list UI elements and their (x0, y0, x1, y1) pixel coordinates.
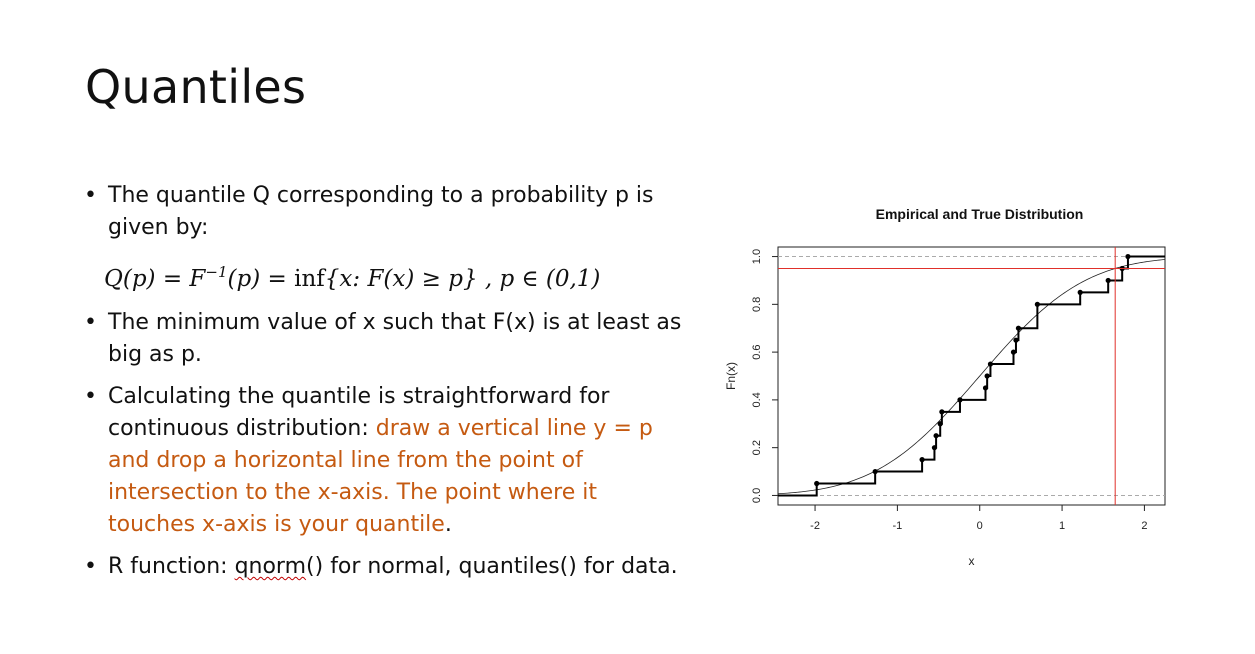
ecdf-point (933, 433, 939, 439)
ecdf-point (814, 480, 820, 487)
ecdf-point (919, 457, 925, 463)
ecdf-point (1010, 349, 1017, 355)
true-cdf-curve (777, 259, 1166, 495)
y-axis-label: Fn(x) (724, 362, 738, 390)
formula-rhs: (p) = (227, 266, 295, 292)
bullet-list: The quantile Q corresponding to a probab… (84, 180, 684, 593)
plot-frame (777, 246, 1166, 506)
chart-title: Empirical and True Distribution (876, 206, 1084, 222)
ecdf-point (931, 445, 938, 451)
bullet-text: () for normal, quantiles() for data. (306, 554, 678, 579)
ecdf-point (987, 361, 994, 367)
bullet-definition: The quantile Q corresponding to a probab… (84, 180, 684, 244)
ecdf-step-line (778, 255, 1165, 497)
quantile-formula: Q(p) = F−1(p) = inf{x: F(x) ≥ p} , p ∈ (… (104, 256, 684, 295)
ecdf-chart: Empirical and True Distribution -2 -1 0 1 2 0.… (700, 195, 1220, 595)
ecdf-point (957, 397, 963, 403)
formula-set: {x: F(x) ≥ p} , p ∈ (0,1) (324, 266, 601, 292)
ecdf-point (1015, 325, 1022, 331)
ecdf-point (982, 385, 989, 391)
bullet-minimum: The minimum value of x such that F(x) is… (84, 307, 684, 371)
ecdf-point (1125, 253, 1131, 260)
y-tick-label: 0.0 (751, 488, 763, 503)
x-tick-label: -2 (810, 520, 820, 532)
bullet-text: The minimum value of x such that F(x) is… (108, 310, 682, 367)
chart-svg: Empirical and True Distribution -2 -1 0 1 2 0.… (724, 206, 1166, 568)
x-tick-label: -1 (893, 520, 903, 532)
highlighted-text: draw a vertical line y = p and drop a ho… (108, 416, 653, 537)
x-tick-label: 1 (1059, 520, 1065, 532)
ecdf-point (1034, 301, 1040, 307)
bullet-text: . (444, 512, 452, 537)
bullet-calculating: Calculating the quantile is straightforw… (84, 381, 684, 541)
bullet-r-function: R function: qnorm() for normal, quantile… (84, 551, 684, 583)
bullet-text: The quantile Q corresponding to a probab… (108, 183, 654, 240)
y-tick-label: 0.4 (751, 392, 763, 407)
formula-superscript: −1 (205, 263, 228, 281)
ecdf-point (937, 421, 943, 427)
formula-inf: inf (294, 266, 325, 292)
ecdf-point (1077, 289, 1083, 295)
y-tick-label: 0.2 (751, 440, 763, 455)
slide-title: Quantiles (85, 60, 307, 114)
y-tick-label: 0.8 (751, 297, 763, 312)
x-tick-label: 0 (977, 520, 983, 532)
y-tick-label: 0.6 (751, 344, 763, 359)
formula-lhs: Q(p) = F (104, 266, 206, 292)
bullet-text: Calculating the quantile is straightforw… (108, 384, 610, 441)
bullet-text: R function: (108, 554, 235, 579)
ecdf-point (984, 373, 990, 379)
ecdf-point (1013, 337, 1019, 343)
x-tick-label: 2 (1141, 520, 1147, 532)
spellcheck-word: qnorm (234, 554, 307, 579)
ecdf-point (939, 409, 945, 415)
ecdf-point (872, 468, 878, 475)
y-tick-label: 1.0 (751, 249, 763, 264)
x-axis-label: x (969, 554, 975, 568)
ecdf-point (1105, 277, 1111, 284)
